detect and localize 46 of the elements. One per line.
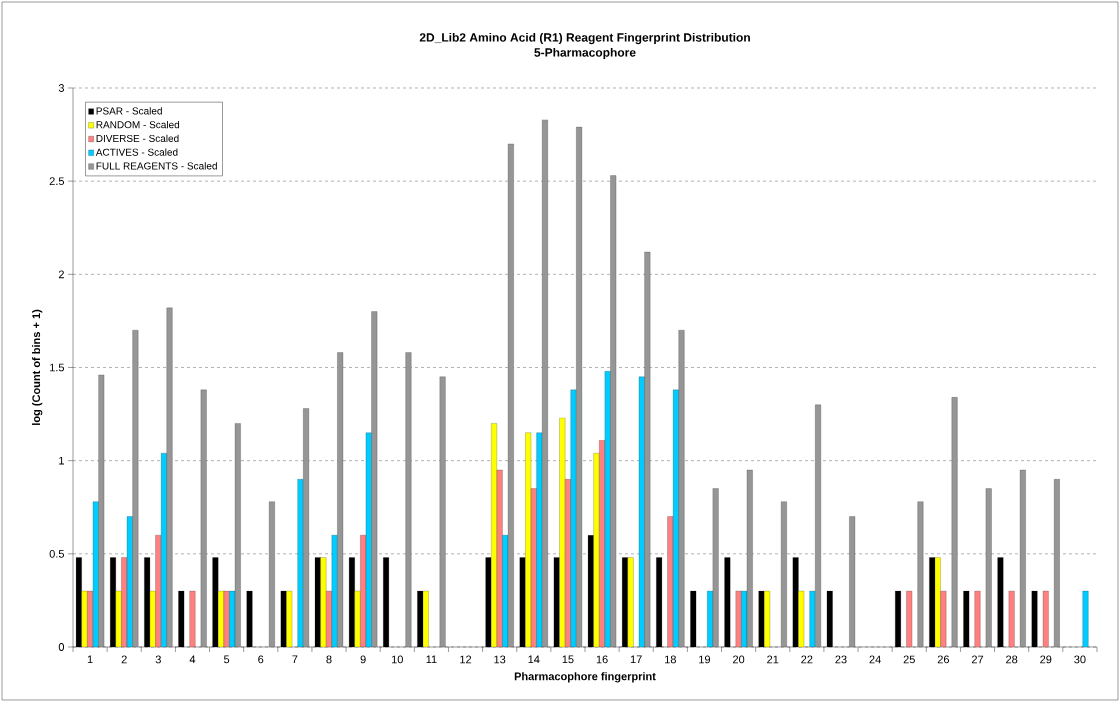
y-tick-label: 3 xyxy=(58,84,64,92)
y-tick-label: 2.5 xyxy=(49,177,65,186)
x-tick-label: 28 xyxy=(1006,655,1018,664)
y-tick-label: 0.5 xyxy=(49,549,65,558)
x-tick-label: 3 xyxy=(155,655,161,664)
x-tick-label: 2 xyxy=(121,655,127,664)
x-tick-label: 18 xyxy=(665,655,676,664)
x-tick-label: 29 xyxy=(1040,655,1052,664)
x-tick-label: 26 xyxy=(937,655,949,664)
chart-subtitle: 5-Pharmacophore xyxy=(534,47,636,60)
x-tick-label: 12 xyxy=(460,655,472,664)
x-tick-label: 24 xyxy=(869,655,881,664)
y-tick-label: 2 xyxy=(58,270,64,279)
legend-label: DIVERSE - Scaled xyxy=(96,134,179,142)
legend-label: FULL REAGENTS - Scaled xyxy=(96,162,217,170)
x-tick-label: 20 xyxy=(733,655,745,664)
legend-label: PSAR - Scaled xyxy=(96,107,162,115)
x-tick-label: 4 xyxy=(189,655,196,664)
x-tick-label: 19 xyxy=(699,655,711,664)
x-tick-label: 1 xyxy=(87,655,93,664)
x-axis-title: Pharmacophore fingerprint xyxy=(514,672,656,683)
x-tick-label: 30 xyxy=(1074,655,1086,664)
y-axis-title: log (Count of bins + 1) xyxy=(32,309,43,425)
x-tick-label: 25 xyxy=(903,655,915,664)
x-tick-label: 14 xyxy=(528,655,540,664)
x-tick-label: 6 xyxy=(258,655,264,664)
x-tick-label: 21 xyxy=(767,655,779,664)
y-tick-label: 1 xyxy=(59,456,64,465)
x-tick-label: 9 xyxy=(360,655,366,664)
x-tick-label: 17 xyxy=(630,655,642,664)
legend-label: ACTIVES - Scaled xyxy=(95,148,178,156)
x-tick-label: 27 xyxy=(971,655,984,664)
y-tick-label: 1.5 xyxy=(50,363,65,372)
x-tick-label: 5 xyxy=(223,655,230,664)
x-tick-label: 16 xyxy=(596,655,608,664)
chart-title: 2D_Lib2 Amino Acid (R1) Reagent Fingerprint Distribution xyxy=(419,32,750,45)
x-tick-label: 8 xyxy=(326,655,332,664)
x-tick-label: 11 xyxy=(426,655,437,664)
legend-label: RANDOM - Scaled xyxy=(96,120,180,129)
x-tick-label: 15 xyxy=(562,655,574,664)
x-tick-label: 10 xyxy=(391,655,403,664)
x-tick-label: 13 xyxy=(494,655,506,664)
x-tick-label: 22 xyxy=(801,655,813,664)
x-tick-label: 23 xyxy=(835,655,847,664)
y-tick-label: 0 xyxy=(58,643,65,651)
x-tick-label: 7 xyxy=(292,655,298,664)
